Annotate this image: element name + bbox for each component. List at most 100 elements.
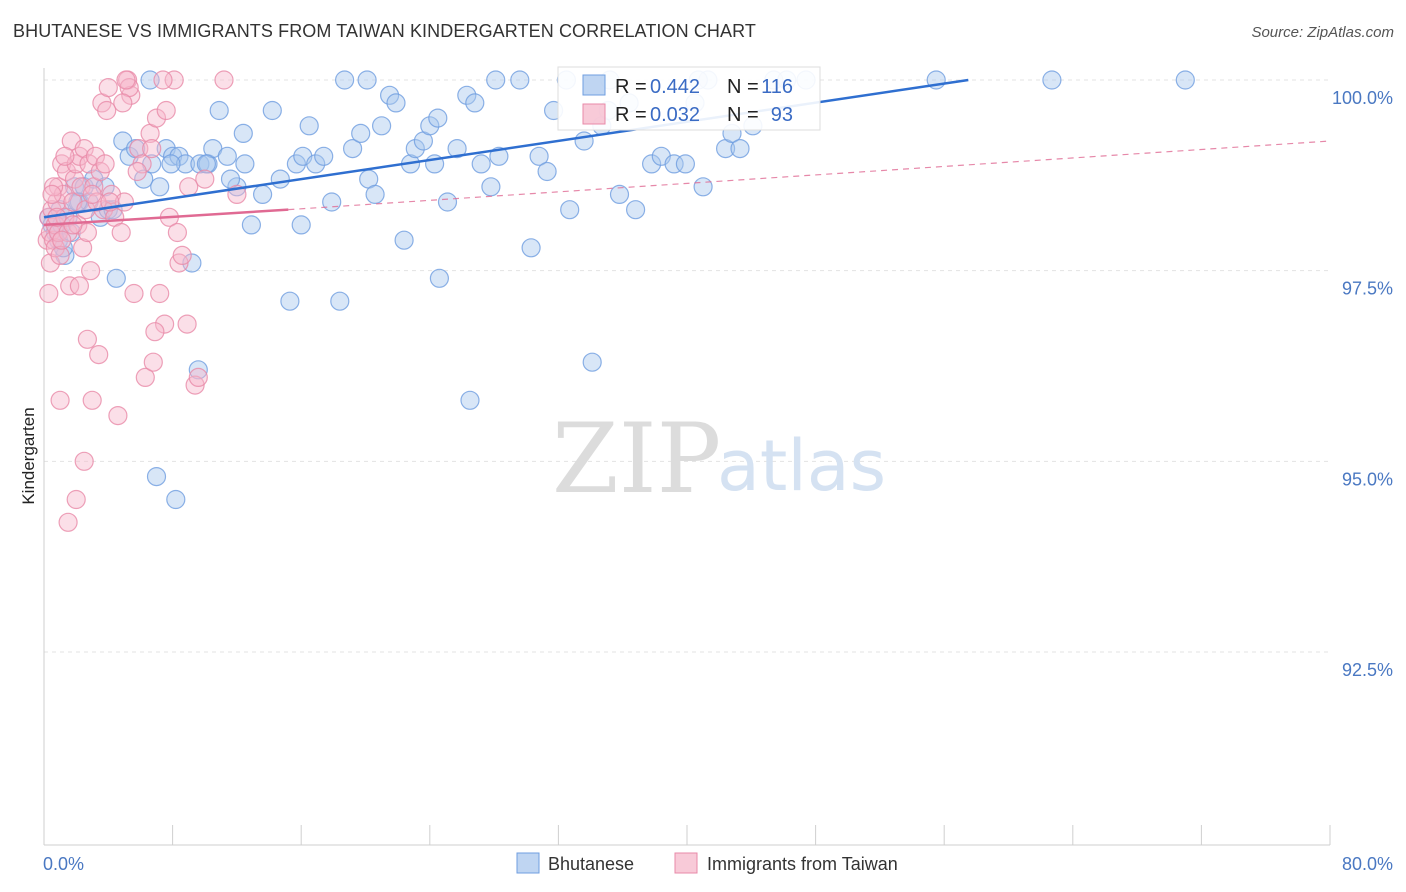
bhutanese-point-64 xyxy=(457,85,477,105)
bhutanese-point-28 xyxy=(190,154,210,174)
bhutanese-point-70 xyxy=(510,70,530,90)
bhutanese-point-20 xyxy=(134,169,154,189)
bhutanese-point-110 xyxy=(291,215,311,235)
bhutanese-point-78 xyxy=(582,352,602,372)
taiwan-point-52 xyxy=(146,108,167,128)
bhutanese-point-108 xyxy=(196,154,216,174)
taiwan-point-69 xyxy=(66,489,86,510)
taiwan-point-92 xyxy=(156,100,176,121)
taiwan-point-89 xyxy=(42,184,62,204)
taiwan-point-28 xyxy=(77,329,98,349)
taiwan-point-58 xyxy=(172,245,192,265)
bhutanese-point-71 xyxy=(521,238,541,258)
stats-legend-swatch-blue xyxy=(582,74,606,96)
bhutanese-point-31 xyxy=(209,100,229,121)
bhutanese-point-69 xyxy=(460,390,480,410)
x-tick-label-start: 0.0% xyxy=(43,854,84,874)
taiwan-point-66 xyxy=(43,177,64,197)
bhutanese-point-37 xyxy=(262,100,282,121)
taiwan-point-20 xyxy=(64,169,85,189)
taiwan-point-30 xyxy=(80,261,101,281)
bhutanese-point-38 xyxy=(270,169,290,189)
bhutanese-point-9 xyxy=(64,177,85,197)
bhutanese-point-93 xyxy=(730,139,750,159)
taiwan-point-49 xyxy=(135,367,155,387)
taiwan-point-83 xyxy=(82,184,102,204)
y-tick-label-1: 97.5% xyxy=(1342,279,1393,299)
bhutanese-point-106 xyxy=(1175,70,1195,90)
taiwan-point-61 xyxy=(188,367,208,387)
bhutanese-point-111 xyxy=(428,108,448,128)
bhutanese-point-63 xyxy=(447,139,467,159)
bhutanese-point-57 xyxy=(405,139,425,159)
bhutanese-point-73 xyxy=(537,161,557,182)
taiwan-point-38 xyxy=(98,77,118,98)
legend-label-taiwan: Immigrants from Taiwan xyxy=(707,854,898,874)
taiwan-point-86 xyxy=(179,177,199,197)
taiwan-point-41 xyxy=(108,406,128,426)
bhutanese-point-45 xyxy=(322,192,342,212)
bhutanese-point-99 xyxy=(166,489,186,510)
bhutanese-point-43 xyxy=(306,154,326,174)
legend-label-bhutanese: Bhutanese xyxy=(548,854,634,874)
bhutanese-point-59 xyxy=(420,116,440,136)
y-tick-label-2: 95.0% xyxy=(1342,469,1393,489)
y-tick-label-3: 92.5% xyxy=(1342,660,1393,680)
bhutanese-point-47 xyxy=(335,70,355,90)
taiwan-point-11 xyxy=(50,245,70,265)
bhutanese-point-34 xyxy=(235,154,255,174)
taiwan-point-68 xyxy=(58,512,78,532)
bhutanese-point-16 xyxy=(106,268,126,288)
stats-r-value-pink: 0.032 xyxy=(650,104,700,126)
bhutanese-point-101 xyxy=(486,70,506,90)
bhutanese-point-107 xyxy=(161,154,181,174)
stats-n-value-blue: 116 xyxy=(761,76,793,98)
taiwan-point-0 xyxy=(37,230,57,250)
taiwan-point-46 xyxy=(124,283,144,304)
taiwan-point-53 xyxy=(150,283,170,304)
taiwan-point-80 xyxy=(127,161,147,182)
taiwan-point-15 xyxy=(56,161,77,182)
bhutanese-point-65 xyxy=(465,93,485,113)
taiwan-point-72 xyxy=(55,146,75,166)
bhutanese-point-72 xyxy=(529,146,549,166)
bhutanese-point-25 xyxy=(169,146,189,166)
trend-line-taiwan xyxy=(43,208,289,227)
bhutanese-point-75 xyxy=(560,200,580,220)
bhutanese-point-53 xyxy=(380,85,400,105)
stats-r-label-blue: R = xyxy=(615,76,647,98)
bhutanese-point-67 xyxy=(481,177,501,197)
taiwan-point-51 xyxy=(143,352,163,372)
bhutanese-point-51 xyxy=(365,184,385,204)
watermark-atlas: atlas xyxy=(717,425,886,507)
taiwan-point-91 xyxy=(95,154,115,174)
stats-legend-swatch-pink xyxy=(582,103,606,125)
stats-r-value-blue: 0.442 xyxy=(650,76,700,98)
taiwan-point-87 xyxy=(145,322,165,342)
taiwan-point-62 xyxy=(195,169,215,189)
stats-n-label-pink: N = xyxy=(727,104,759,126)
bhutanese-point-44 xyxy=(314,146,334,166)
bhutanese-point-32 xyxy=(217,146,237,166)
taiwan-point-42 xyxy=(111,222,131,243)
stats-n-value-pink: 93 xyxy=(771,104,793,126)
taiwan-point-76 xyxy=(153,70,173,90)
stats-n-label-blue: N = xyxy=(727,76,759,98)
bhutanese-point-22 xyxy=(150,177,170,197)
taiwan-point-90 xyxy=(69,276,90,296)
chart-title: BHUTANESE VS IMMIGRANTS FROM TAIWAN KIND… xyxy=(13,21,756,41)
bhutanese-point-40 xyxy=(286,154,306,174)
bhutanese-point-46 xyxy=(330,291,350,311)
y-tick-label-0: 100.0% xyxy=(1332,88,1393,108)
taiwan-point-13 xyxy=(53,184,73,204)
taiwan-point-45 xyxy=(121,85,141,105)
bhutanese-point-83 xyxy=(625,200,646,220)
taiwan-point-60 xyxy=(185,375,205,395)
bhutanese-point-36 xyxy=(253,184,273,204)
bhutanese-point-61 xyxy=(429,268,449,288)
bhutanese-point-105 xyxy=(1042,70,1062,90)
x-tick-label-end: 80.0% xyxy=(1342,854,1393,874)
taiwan-point-77 xyxy=(167,222,187,243)
taiwan-point-54 xyxy=(155,314,175,334)
